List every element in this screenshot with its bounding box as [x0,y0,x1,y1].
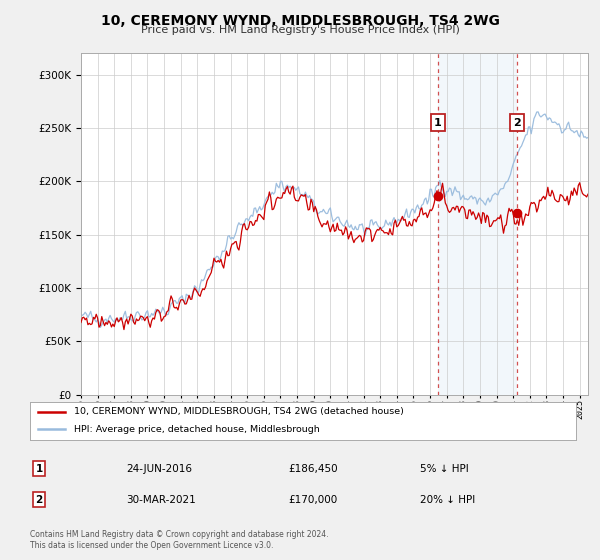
Text: 10, CEREMONY WYND, MIDDLESBROUGH, TS4 2WG: 10, CEREMONY WYND, MIDDLESBROUGH, TS4 2W… [101,14,499,28]
Text: 24-JUN-2016: 24-JUN-2016 [126,464,192,474]
Text: 20% ↓ HPI: 20% ↓ HPI [420,494,475,505]
Text: Price paid vs. HM Land Registry's House Price Index (HPI): Price paid vs. HM Land Registry's House … [140,25,460,35]
Text: 2: 2 [35,494,43,505]
Text: £170,000: £170,000 [288,494,337,505]
Text: 2: 2 [513,118,521,128]
Text: Contains HM Land Registry data © Crown copyright and database right 2024.: Contains HM Land Registry data © Crown c… [30,530,329,539]
Text: 1: 1 [35,464,43,474]
Text: This data is licensed under the Open Government Licence v3.0.: This data is licensed under the Open Gov… [30,541,274,550]
Bar [438,53,517,395]
Text: 10, CEREMONY WYND, MIDDLESBROUGH, TS4 2WG (detached house): 10, CEREMONY WYND, MIDDLESBROUGH, TS4 2W… [74,407,404,416]
Text: HPI: Average price, detached house, Middlesbrough: HPI: Average price, detached house, Midd… [74,425,319,434]
Text: 1: 1 [434,118,442,128]
Text: £186,450: £186,450 [288,464,338,474]
Text: 30-MAR-2021: 30-MAR-2021 [126,494,196,505]
Text: 5% ↓ HPI: 5% ↓ HPI [420,464,469,474]
